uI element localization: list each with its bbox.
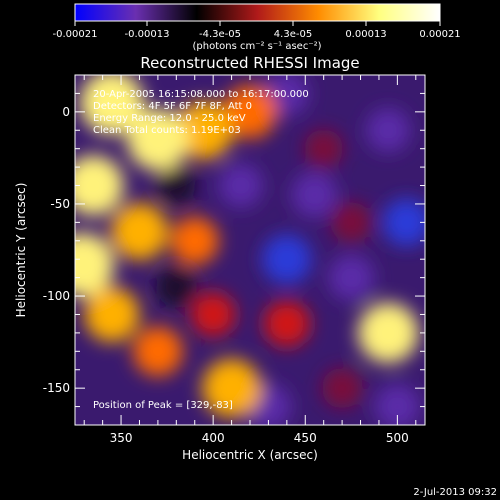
emission-blob: [170, 216, 219, 265]
y-axis-label: Heliocentric Y (arcsec): [14, 183, 28, 318]
emission-blob: [321, 367, 363, 409]
emission-blob: [328, 254, 375, 301]
emission-map: [75, 75, 425, 425]
emission-blob: [84, 286, 140, 342]
emission-blob: [75, 232, 115, 297]
colorbar-tick-label: -0.00021: [53, 29, 98, 40]
x-tick-label: 450: [294, 431, 317, 445]
emission-blob: [304, 129, 344, 169]
colorbar: [74, 3, 441, 22]
colorbar-tick-label: 0.00013: [345, 29, 386, 40]
annotation-line: Detectors: 4F 5F 6F 7F 8F, Att 0: [93, 101, 252, 112]
emission-blob: [357, 302, 419, 364]
emission-blob: [382, 198, 425, 247]
emission-blob: [174, 100, 234, 160]
y-tick-label: -150: [43, 381, 70, 395]
emission-blob: [191, 292, 236, 337]
peak-position-label: Position of Peak = [329,-83]: [93, 400, 233, 411]
emission-blob: [111, 203, 168, 260]
colorbar-tick-label: 0.00021: [419, 29, 460, 40]
colorbar-ticks: -0.00021 -0.00013 -4.3e-05 4.3e-05 0.00013 0.…: [53, 21, 461, 40]
emission-blob: [133, 326, 183, 377]
y-tick-label: 0: [62, 105, 70, 119]
x-tick-label: 350: [110, 431, 133, 445]
emission-blob: [126, 108, 189, 171]
y-tick-label: -100: [43, 289, 70, 303]
emission-blob: [156, 266, 197, 308]
x-axis: 350 400 450 500: [83, 75, 417, 445]
emission-blob: [263, 300, 310, 347]
emission-blob: [262, 234, 312, 285]
x-tick-label: 500: [386, 431, 409, 445]
emission-blob: [75, 155, 124, 216]
y-axis: 0 -50 -100 -150: [43, 92, 425, 408]
emission-blob: [291, 171, 338, 218]
emission-blob: [223, 85, 277, 139]
emission-blob: [156, 166, 196, 205]
emission-blob: [374, 383, 421, 425]
x-tick-label: 400: [202, 431, 225, 445]
colorbar-tick-label: -4.3e-05: [199, 29, 241, 40]
x-axis-label: Heliocentric X (arcsec): [182, 448, 318, 462]
colorbar-tick-label: -0.00013: [125, 29, 170, 40]
annotation-line: 20-Apr-2005 16:15:08.000 to 16:17:00.000: [93, 89, 309, 100]
annotation-block: 20-Apr-2005 16:15:08.000 to 16:17:00.000…: [93, 89, 309, 136]
chart-title: Reconstructed RHESSI Image: [140, 54, 359, 72]
annotation-line: Clean Total counts: 1.19E+03: [93, 125, 241, 136]
emission-blob: [79, 75, 144, 135]
colorbar-tick-label: 4.3e-05: [274, 29, 312, 40]
colorbar-unit-label: (photons cm⁻² s⁻¹ asec⁻²): [192, 41, 321, 52]
footer-date: 2-Jul-2013 09:32: [413, 487, 497, 498]
annotation-line: Energy Range: 12.0 - 25.0 keV: [93, 113, 246, 124]
emission-blob: [366, 108, 411, 153]
emission-blob: [331, 202, 372, 243]
y-tick-label: -50: [50, 197, 70, 211]
emission-blob: [218, 163, 263, 208]
emission-blob: [202, 358, 261, 418]
